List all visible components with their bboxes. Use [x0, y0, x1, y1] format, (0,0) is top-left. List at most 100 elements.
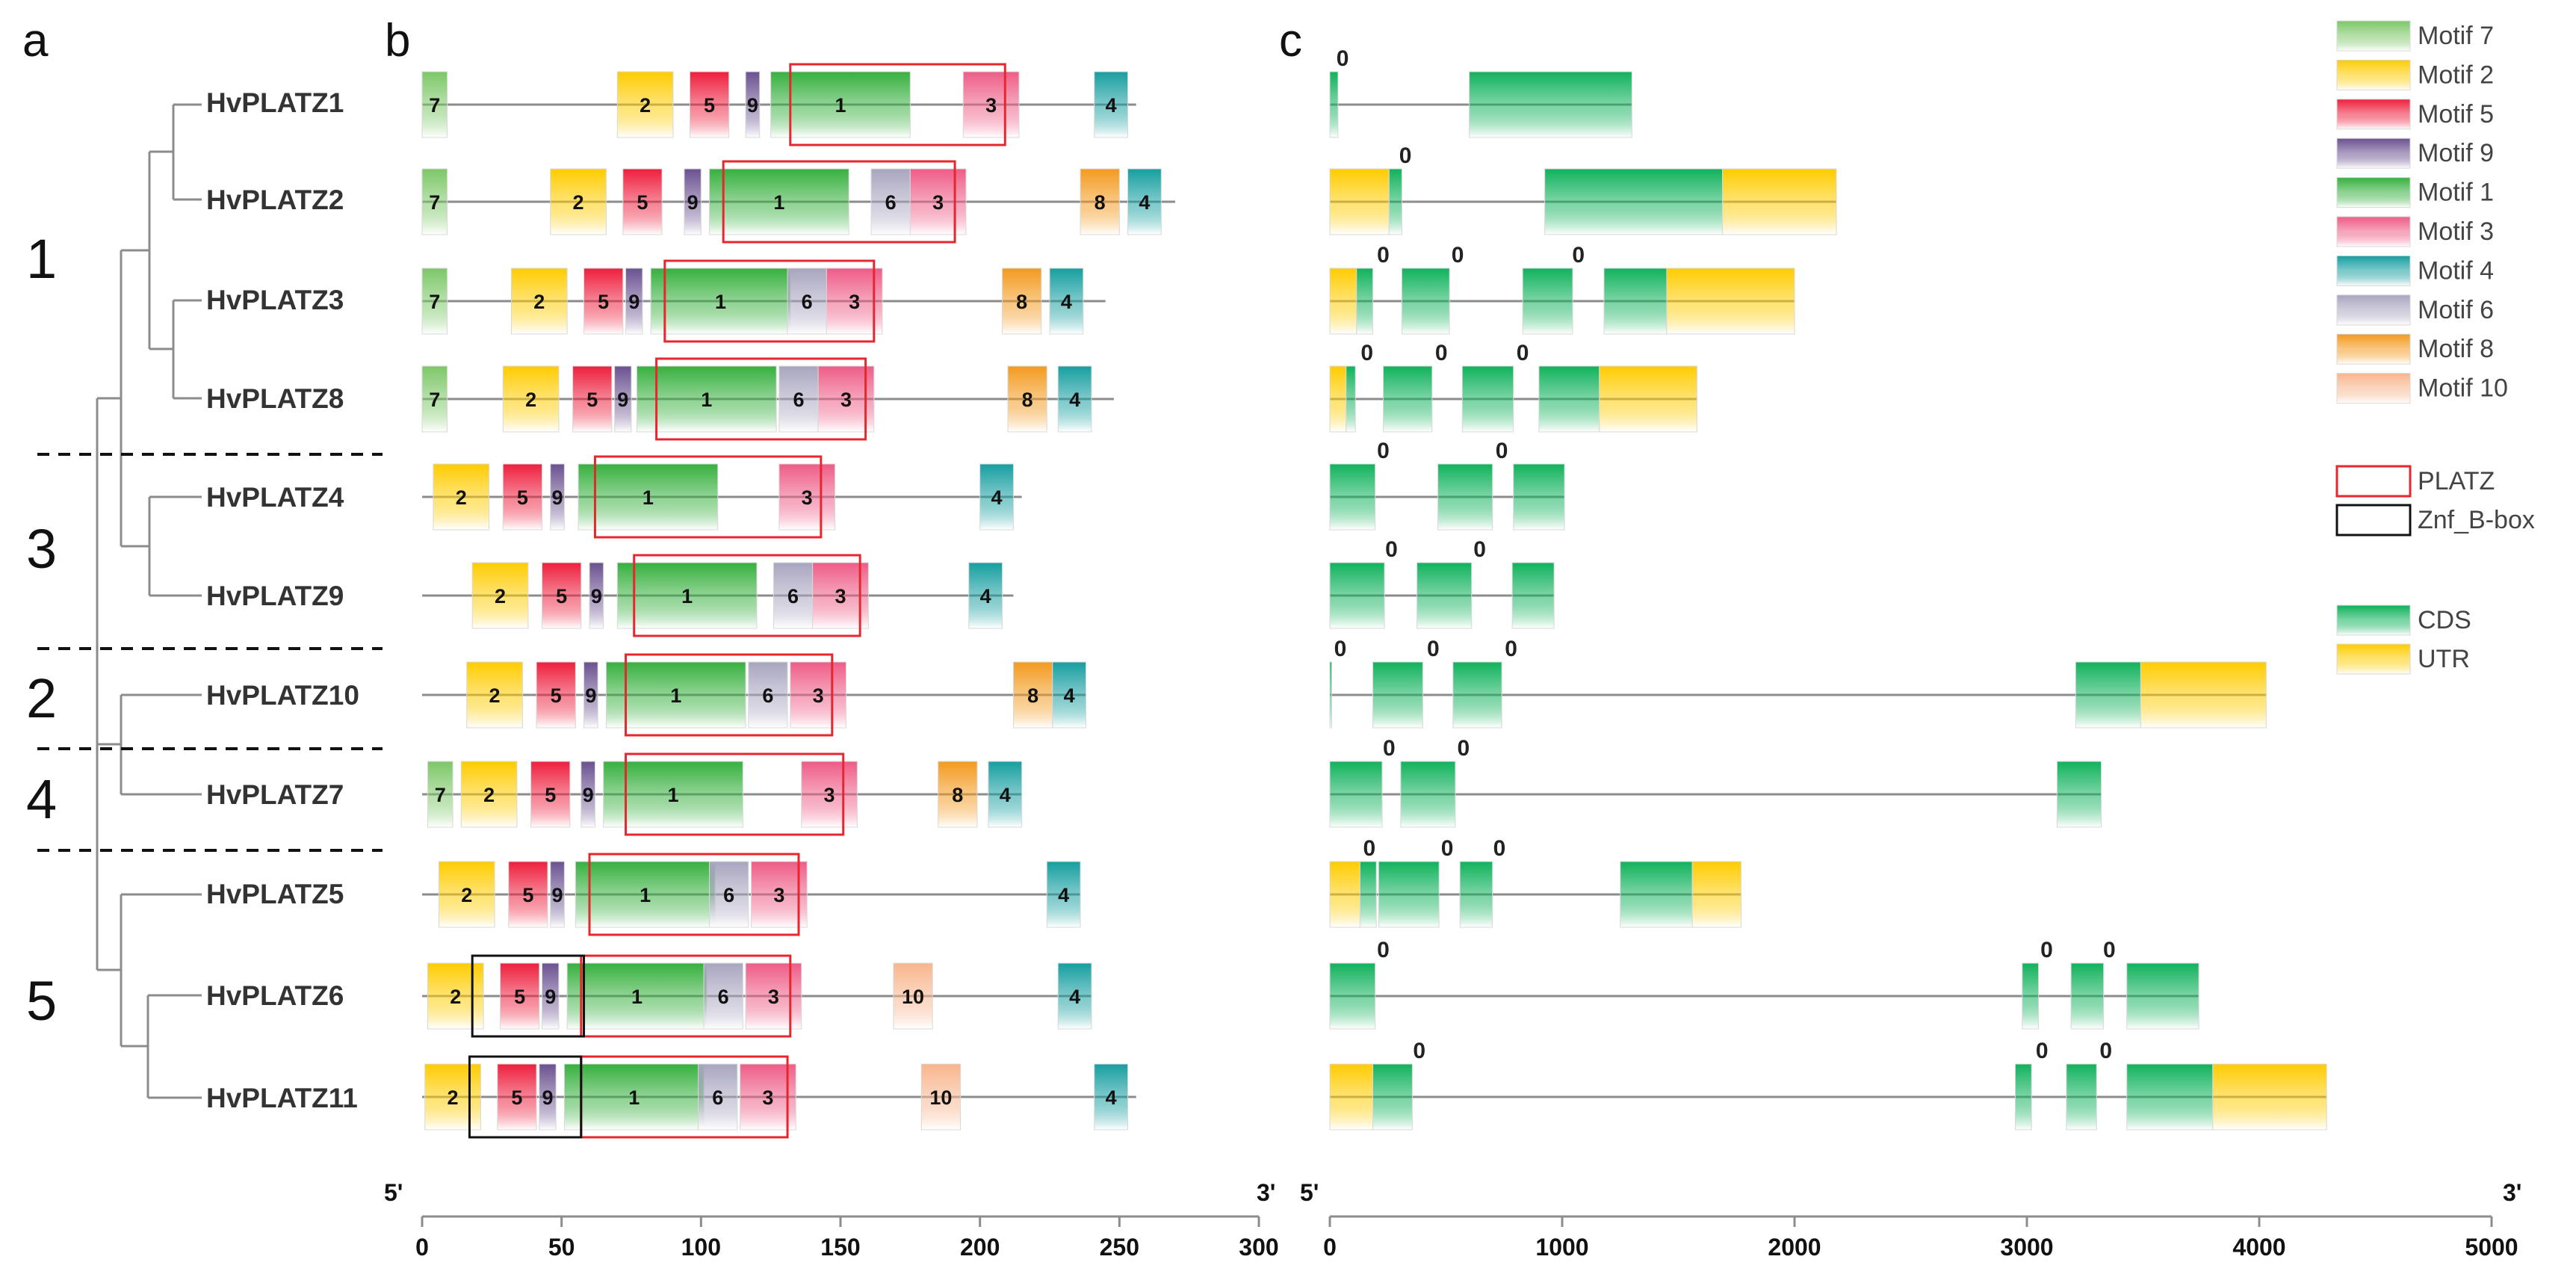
legend-swatch	[2336, 643, 2411, 675]
structure-axis-tick-label: 2000	[1768, 1234, 1821, 1261]
cds-segment	[1329, 661, 1332, 729]
gene-label-hvplatz7: HvPLATZ7	[206, 779, 344, 810]
intron-phase-label: 0	[1572, 243, 1585, 268]
motif-5-label: 5	[545, 784, 556, 806]
tree-branch-platz6-11	[146, 994, 202, 1099]
motif-2-label: 2	[456, 486, 467, 509]
structure-axis-tick-label: 1000	[1535, 1234, 1588, 1261]
structure-axis-tick-label: 4000	[2232, 1234, 2285, 1261]
motif-5-box	[497, 1063, 537, 1131]
cds-segment	[2126, 962, 2199, 1030]
motif-1-label: 1	[628, 1086, 640, 1109]
motif-9-box	[550, 861, 565, 928]
motif-9-box	[580, 761, 595, 828]
motif-5-label: 5	[586, 389, 598, 411]
motif-9-label: 9	[617, 389, 628, 411]
cds-segment	[1513, 463, 1565, 531]
cds-segment	[1459, 861, 1493, 928]
intron-phase-label: 0	[1413, 1039, 1425, 1063]
intron-phase-label: 0	[1363, 836, 1376, 861]
motif-3-label: 3	[824, 784, 835, 806]
motif-5-box	[530, 761, 571, 828]
platz-domain-box	[593, 455, 823, 539]
motif-9-box	[684, 168, 702, 235]
motif-8-box	[1012, 661, 1053, 729]
motif-7-box	[421, 71, 448, 138]
motif-1-box	[566, 962, 708, 1030]
structure-row-hvplatz2: 0	[1329, 143, 1837, 235]
motif-4-box	[1127, 168, 1162, 235]
motif-1-box	[709, 168, 849, 235]
legend-swatch	[2336, 605, 2411, 636]
cds-segment	[1372, 661, 1423, 729]
motif-7-label: 7	[429, 389, 440, 411]
legend-item-platz: PLATZ	[2335, 465, 2495, 498]
utr-segment	[1691, 861, 1741, 928]
motif-10-label: 10	[902, 986, 924, 1008]
motif-8-box	[938, 761, 978, 828]
motif-6-label: 6	[787, 585, 799, 607]
legend-item-m2: Motif 2	[2336, 59, 2494, 90]
motif-8-label: 8	[1027, 684, 1038, 707]
legend-swatch	[2336, 177, 2411, 208]
motif-axis-tick-label: 100	[681, 1234, 721, 1261]
motif-1-label: 1	[631, 986, 643, 1008]
platz-domain-box	[588, 853, 800, 936]
motif-3-label: 3	[849, 291, 860, 313]
motif-axis-tick-label: 50	[548, 1234, 575, 1261]
motif-9-label: 9	[585, 684, 596, 707]
legend-item-m8: Motif 8	[2336, 333, 2494, 365]
cds-segment	[1400, 761, 1456, 828]
cds-segment	[2075, 661, 2141, 729]
cds-segment	[1401, 268, 1450, 335]
motif-5-box	[542, 562, 582, 629]
motif-6-box	[703, 962, 743, 1030]
platz-domain-box	[625, 752, 845, 836]
intron-phase-label: 0	[1399, 143, 1412, 168]
legend-swatch	[2336, 255, 2411, 286]
motif-6-label: 6	[712, 1086, 723, 1109]
motif-3-label: 3	[840, 389, 852, 411]
intron-phase-label: 0	[1383, 736, 1396, 761]
legend-label: Motif 4	[2418, 256, 2494, 285]
motif-6-box	[778, 365, 819, 433]
intron-phase-label: 0	[1452, 243, 1464, 268]
cds-segment	[2066, 1063, 2097, 1131]
legend-item-m7: Motif 7	[2336, 20, 2494, 52]
motif-2-label: 2	[525, 389, 536, 411]
motif-5-label: 5	[704, 94, 715, 117]
motif-9-label: 9	[687, 191, 699, 214]
motif-2-label: 2	[489, 684, 501, 707]
intron-phase-label: 0	[1441, 836, 1454, 861]
legend-swatch	[2336, 373, 2411, 404]
gene-label-hvplatz5: HvPLATZ5	[206, 879, 344, 909]
legend-label: PLATZ	[2418, 467, 2495, 495]
cds-segment	[2070, 962, 2105, 1030]
motif-1-box	[575, 861, 716, 928]
legend-swatch	[2335, 504, 2412, 537]
motif-3-box	[790, 661, 846, 729]
motif-3-label: 3	[813, 684, 824, 707]
utr-segment	[1329, 268, 1357, 335]
intron-phase-label: 0	[1377, 243, 1390, 268]
motif-4-label: 4	[1058, 884, 1069, 906]
motif-10-box	[920, 1063, 962, 1131]
group-label-3: 3	[26, 518, 57, 580]
platz-domain-box	[580, 954, 792, 1038]
cds-segment	[1378, 861, 1440, 928]
utr-segment	[2212, 1063, 2327, 1131]
motif-1-box	[578, 463, 719, 531]
cds-segment	[1388, 168, 1402, 235]
group-label-1: 1	[26, 228, 57, 290]
intron-phase-label: 0	[2036, 1039, 2049, 1063]
motif-1-label: 1	[835, 94, 846, 117]
cds-segment	[2126, 1063, 2214, 1131]
motif-2-label: 2	[495, 585, 506, 607]
motif-7-label: 7	[429, 191, 440, 214]
intron-phase-label: 0	[1385, 537, 1398, 562]
legend-label: Motif 10	[2418, 374, 2508, 403]
intron-phase-label: 0	[1427, 637, 1440, 661]
motif-9-box	[625, 268, 643, 335]
